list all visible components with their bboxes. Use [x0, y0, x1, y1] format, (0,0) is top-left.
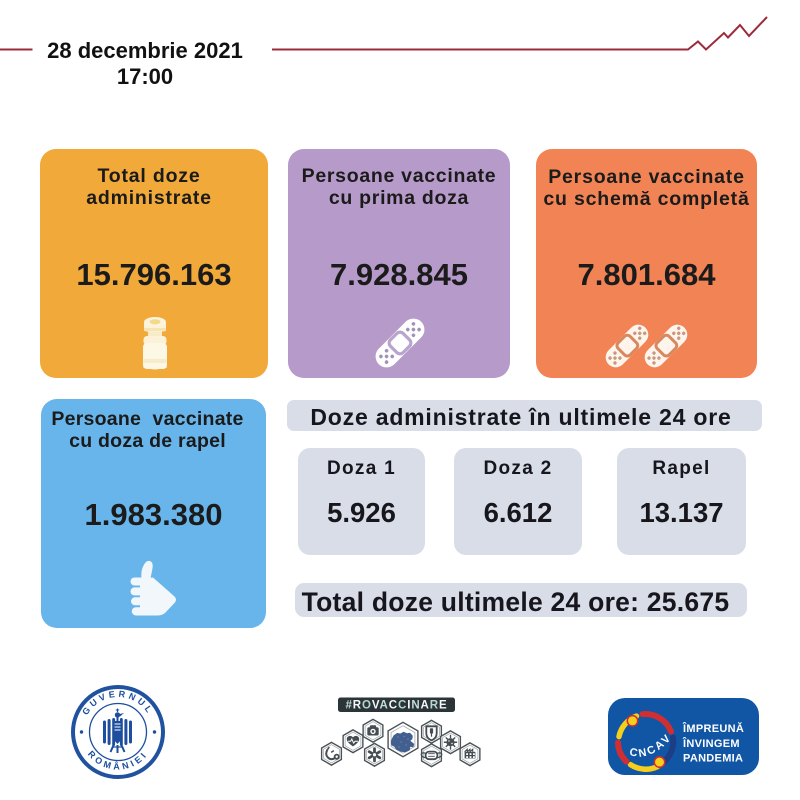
svg-text:#ROVACCINARE: #ROVACCINARE: [345, 700, 447, 712]
svg-text:ÎMPREUNĂ: ÎMPREUNĂ: [682, 722, 744, 735]
svg-text:ÎNVINGEM: ÎNVINGEM: [682, 737, 740, 750]
svg-text:PANDEMIA: PANDEMIA: [683, 753, 743, 765]
